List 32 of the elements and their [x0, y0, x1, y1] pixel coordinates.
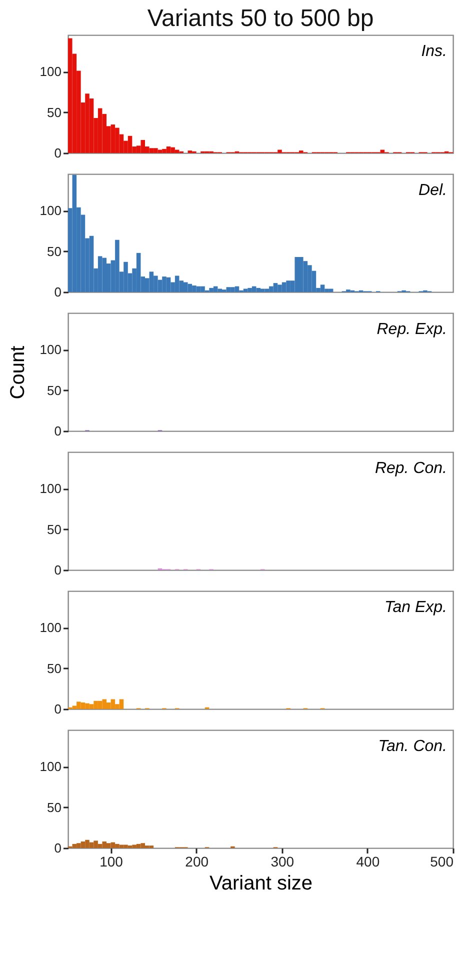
- y-tick-label: 50: [47, 244, 62, 259]
- y-tick-label: 0: [54, 284, 62, 300]
- y-tick-label: 0: [54, 424, 62, 438]
- y-axis-title: Count: [6, 345, 29, 400]
- x-axis-title: Variant size: [209, 872, 313, 894]
- x-tick-label: 300: [270, 854, 294, 870]
- y-tick-label: 50: [47, 522, 62, 537]
- y-tick-label: 0: [54, 146, 62, 160]
- y-tick-label: 100: [40, 481, 62, 496]
- y-tick-label: 50: [47, 800, 62, 815]
- x-tick-label: 100: [100, 854, 124, 870]
- x-tick-label: 500: [430, 854, 454, 870]
- y-tick-label: 100: [40, 203, 62, 218]
- text: Rep. Con.: [374, 460, 447, 477]
- text: Tan Exp.: [384, 599, 447, 616]
- text: Ins.: [421, 43, 447, 60]
- y-tick-label: 0: [54, 840, 62, 856]
- text: Tan. Con.: [378, 738, 447, 755]
- x-tick-label: 400: [356, 854, 380, 870]
- x-tick-label: 200: [185, 854, 209, 870]
- y-tick-label: 100: [40, 342, 62, 358]
- chart-title: Variants 50 to 500 bp: [147, 5, 374, 32]
- y-tick-label: 50: [47, 382, 62, 398]
- y-tick-label: 50: [47, 660, 62, 676]
- y-tick-label: 100: [40, 759, 62, 774]
- text: Rep. Exp.: [376, 321, 447, 338]
- y-tick-label: 100: [40, 64, 62, 80]
- y-tick-label: 50: [47, 104, 62, 120]
- y-tick-label: 0: [54, 702, 62, 716]
- y-tick-label: 100: [40, 620, 62, 636]
- text: Del.: [418, 182, 447, 199]
- y-tick-label: 0: [54, 562, 62, 578]
